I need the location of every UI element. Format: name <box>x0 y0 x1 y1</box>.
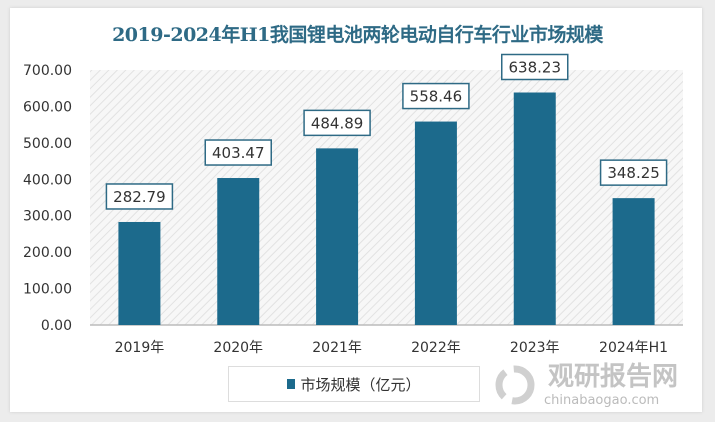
data-label-box <box>204 139 272 166</box>
x-tick-label: 2024年H1 <box>599 340 668 356</box>
data-label: 558.46 <box>410 88 463 106</box>
data-label: 484.89 <box>311 114 364 132</box>
x-tick-label: 2019年 <box>115 340 165 356</box>
y-tick-label: 100.00 <box>23 282 72 298</box>
legend: 市场规模（亿元） <box>228 366 480 402</box>
x-tick-label: 2020年 <box>213 340 263 356</box>
data-label: 282.79 <box>113 188 166 206</box>
bar <box>217 178 260 325</box>
data-label-box <box>599 159 668 186</box>
bar <box>414 121 457 325</box>
data-label-box <box>303 109 371 137</box>
bar <box>118 221 161 325</box>
watermark-name: 观研报告网 <box>548 362 679 392</box>
legend-label: 市场规模（亿元） <box>300 375 421 394</box>
bar <box>612 198 655 325</box>
watermark-url: chinabaogao.com <box>544 393 660 408</box>
x-tick-label: 2022年 <box>411 340 461 356</box>
bar <box>513 92 556 326</box>
chart-title: 2019-2024年H1我国锂电池两轮电动自行车行业市场规模 <box>112 24 603 46</box>
y-tick-label: 700.00 <box>23 63 72 79</box>
data-label: 403.47 <box>212 144 265 162</box>
data-label-box <box>402 82 470 110</box>
y-tick-label: 600.00 <box>23 99 72 115</box>
legend-swatch <box>287 379 296 389</box>
y-tick-label: 400.00 <box>23 172 72 188</box>
y-tick-label: 200.00 <box>23 245 72 261</box>
plot-area <box>90 70 683 325</box>
data-label-box <box>105 183 174 210</box>
y-tick-label: 300.00 <box>23 209 72 225</box>
bar <box>316 148 359 325</box>
y-tick-label: 500.00 <box>23 136 72 152</box>
data-label: 348.25 <box>607 164 660 182</box>
x-tick-label: 2023年 <box>510 340 560 356</box>
watermark-logo-icon <box>495 365 535 405</box>
x-tick-label: 2021年 <box>312 340 362 356</box>
y-tick-label: 0.00 <box>41 318 72 334</box>
data-label-box <box>501 53 569 81</box>
data-label: 638.23 <box>509 59 562 77</box>
